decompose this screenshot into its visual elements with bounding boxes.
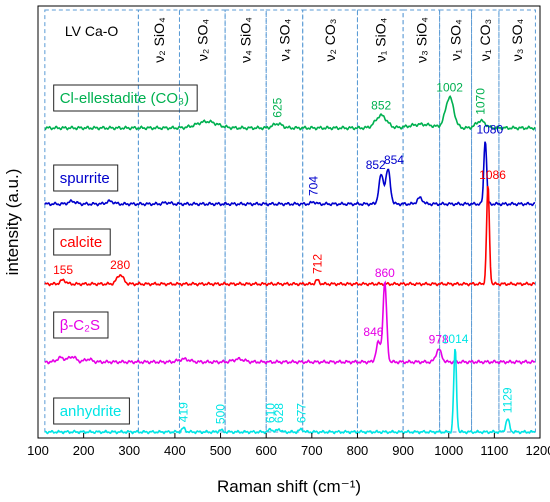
x-tick-label: 700 — [301, 443, 323, 458]
band-region-label: ν₄ SO₄ — [276, 18, 292, 61]
series-name-box — [53, 164, 119, 192]
band-region-box — [402, 9, 441, 433]
band-region-box — [439, 9, 473, 433]
peak-label: 852 — [371, 98, 391, 112]
band-region-box — [224, 9, 267, 433]
peak-label: 1002 — [436, 80, 463, 94]
x-tick-label: 300 — [118, 443, 140, 458]
band-region-label: ν₂ SO₄ — [194, 19, 210, 62]
x-tick-label: 200 — [73, 443, 95, 458]
band-regions: LV Ca-O ν₂ SiO₄ ν₂ SO₄ ν₄ SiO₄ ν₄ SO₄ ν₂ CO₃ ν… — [44, 9, 536, 433]
peak-label: 978 — [429, 332, 449, 346]
series-line — [44, 280, 536, 365]
band-region-box — [265, 9, 304, 433]
plot-frame — [37, 5, 541, 439]
peak-label: 1014 — [442, 332, 469, 346]
series-0: Cl-ellestadite (CO₃) 625 852 1002 1070 — [44, 80, 536, 131]
peak-label: 1080 — [476, 122, 503, 136]
series-line — [44, 141, 536, 207]
peak-label: 712 — [310, 254, 324, 274]
series-line — [44, 348, 536, 435]
x-tick-label: 500 — [210, 443, 232, 458]
band-region-label: ν₃ SO₄ — [509, 18, 525, 61]
band-region-label: ν₂ CO₃ — [322, 18, 338, 61]
x-tick-label: 1200 — [526, 443, 550, 458]
peak-label: 610 — [264, 403, 278, 423]
band-region-box — [498, 9, 536, 433]
series-3: β-C₂S 846 860 978 — [44, 266, 536, 365]
peak-label: 704 — [307, 176, 321, 196]
band-region-label: ν₂ SiO₄ — [151, 17, 167, 63]
series-name-box — [53, 397, 130, 425]
peak-label: 846 — [363, 325, 383, 339]
peak-label: 854 — [384, 153, 404, 167]
x-tick-label: 1100 — [480, 443, 508, 458]
peak-label: 280 — [110, 258, 130, 272]
band-region-label: LV Ca-O — [65, 23, 119, 39]
band-region-box — [471, 9, 500, 433]
band-region-box — [302, 9, 358, 433]
x-tick-label: 600 — [255, 443, 277, 458]
band-region-box — [178, 9, 226, 433]
x-tick-label: 800 — [347, 443, 369, 458]
peak-label: 500 — [214, 404, 228, 424]
series-name: anhydrite — [60, 403, 122, 420]
peak-label: 1129 — [501, 387, 515, 413]
series-name: Cl-ellestadite (CO₃) — [60, 90, 189, 107]
band-region-box — [356, 9, 404, 433]
series-group: Cl-ellestadite (CO₃) 625 852 1002 1070 spurri… — [44, 80, 536, 435]
y-axis-label: intensity (a.u.) — [3, 169, 22, 276]
band-region-label: ν₁ CO₃ — [477, 19, 493, 61]
peak-label: 419 — [177, 402, 191, 422]
peak-label: 625 — [271, 97, 285, 117]
band-region-label: ν₁ SiO₄ — [372, 17, 388, 62]
x-tick-label: 400 — [164, 443, 186, 458]
series-name: spurrite — [60, 170, 110, 187]
series-name: calcite — [60, 234, 103, 251]
series-name: β-C₂S — [60, 317, 100, 334]
x-tick-label: 1000 — [434, 443, 463, 458]
peak-label: 628 — [272, 403, 286, 423]
series-line — [44, 95, 536, 131]
series-2: calcite 155 280 712 1086 — [44, 168, 536, 287]
series-name-box — [53, 311, 109, 339]
x-tick-label: 900 — [392, 443, 414, 458]
series-name-box — [53, 228, 111, 256]
peak-label: 1070 — [474, 88, 488, 115]
peak-label: 860 — [375, 266, 395, 280]
x-axis-label: Raman shift (cm⁻¹) — [217, 477, 361, 496]
series-name-box — [53, 84, 198, 112]
series-line — [44, 185, 536, 287]
band-region-box — [137, 9, 180, 433]
band-region-box — [44, 9, 139, 433]
band-region-label: ν₃ SiO₄ — [413, 17, 429, 63]
peak-label: 155 — [53, 263, 73, 277]
x-ticks: 100 200 300 400 500 600 700 800 900 1000 1100 1200 — [27, 433, 550, 458]
peak-label: 1086 — [479, 168, 506, 182]
band-region-label: ν₄ SiO₄ — [238, 17, 254, 63]
x-tick-label: 100 — [27, 443, 49, 458]
band-region-label: ν₁ SO₄ — [448, 19, 464, 61]
peak-label: 677 — [294, 403, 308, 423]
peak-label: 852 — [366, 158, 386, 172]
